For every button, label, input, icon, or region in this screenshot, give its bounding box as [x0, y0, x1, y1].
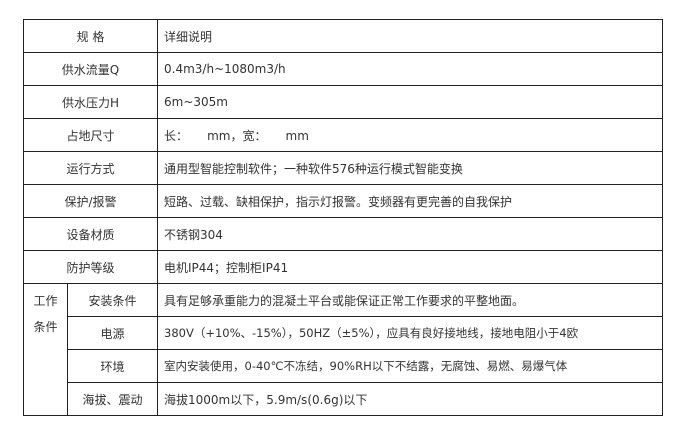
- row-value: 不锈钢304: [157, 217, 663, 251]
- row-value: 短路、过载、缺相保护，指示灯报警。变频器有更完善的自我保护: [157, 184, 663, 218]
- row-label: 占地尺寸: [22, 118, 159, 152]
- row-value: 长： mm，宽： mm: [157, 118, 663, 152]
- group-label-line2: 条件: [33, 320, 58, 334]
- row-label: 供水压力H: [22, 85, 159, 119]
- group-label-line1: 工作: [33, 294, 58, 308]
- row-value: 海拔1000m以下，5.9m/s(0.6g)以下: [157, 382, 663, 416]
- table-row: 环境 室内安装使用，0-40℃不冻结，90%RH以下不结露，无腐蚀、易燃、易爆气体: [24, 349, 663, 383]
- row-value: 电机IP44；控制柜IP41: [157, 250, 663, 284]
- row-value: 6m~305m: [157, 85, 663, 119]
- row-value: 380V（+10%、-15%），50HZ（±5%），应具有良好接地线，接地电阻小…: [157, 316, 663, 350]
- table-row: 工作 条件 安装条件 具有足够承重能力的混凝土平台或能保证正常工作要求的平整地面…: [23, 283, 663, 416]
- row-label: 安装条件: [66, 283, 159, 317]
- table-row: 供水流量Q 0.4m3/h~1080m3/h: [22, 52, 663, 86]
- row-value: 通用型智能控制软件；一种软件576种运行模式智能变换: [157, 151, 663, 185]
- header-spec: 规 格: [22, 19, 159, 53]
- table-row: 海拔、震动 海拔1000m以下，5.9m/s(0.6g)以下: [24, 382, 663, 416]
- table-row: 供水压力H 6m~305m: [22, 85, 663, 119]
- row-label: 环境: [66, 349, 159, 383]
- row-label: 防护等级: [22, 250, 159, 284]
- table-row: 保护/报警 短路、过载、缺相保护，指示灯报警。变频器有更完善的自我保护: [22, 184, 663, 218]
- row-label: 设备材质: [22, 217, 159, 251]
- table-row: 电源 380V（+10%、-15%），50HZ（±5%），应具有良好接地线，接地电…: [24, 316, 663, 350]
- row-label: 电源: [66, 316, 159, 350]
- table-row: 运行方式 通用型智能控制软件；一种软件576种运行模式智能变换: [22, 151, 663, 185]
- row-label: 供水流量Q: [22, 52, 159, 86]
- table-row: 防护等级 电机IP44；控制柜IP41: [22, 250, 663, 284]
- row-label: 海拔、震动: [66, 382, 159, 416]
- table-header-row: 规 格 详细说明: [22, 19, 663, 53]
- working-conditions-group: 工作 条件: [23, 283, 68, 416]
- row-label: 运行方式: [22, 151, 159, 185]
- row-value: 室内安装使用，0-40℃不冻结，90%RH以下不结露，无腐蚀、易燃、易爆气体: [157, 349, 663, 383]
- header-detail: 详细说明: [157, 19, 663, 53]
- spec-table: 规 格 详细说明 供水流量Q 0.4m3/h~1080m3/h 供水压力H 6m~3…: [22, 19, 663, 416]
- row-value: 0.4m3/h~1080m3/h: [157, 52, 663, 86]
- row-label: 保护/报警: [22, 184, 159, 218]
- table-row: 设备材质 不锈钢304: [22, 217, 663, 251]
- row-value: 具有足够承重能力的混凝土平台或能保证正常工作要求的平整地面。: [157, 283, 663, 317]
- table-row: 占地尺寸 长： mm，宽： mm: [22, 118, 663, 152]
